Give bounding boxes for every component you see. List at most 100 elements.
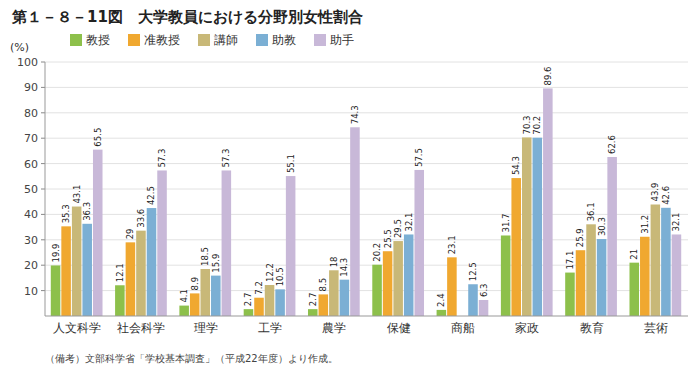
legend-swatch [198, 34, 210, 46]
bar [651, 204, 661, 316]
grid-line [45, 163, 688, 164]
data-label: 36.3 [82, 202, 92, 221]
y-tick-label: 20 [24, 259, 38, 272]
y-tick [41, 214, 45, 215]
bar [222, 170, 232, 316]
data-label: 55.1 [286, 154, 296, 173]
data-label: 36.1 [586, 202, 596, 221]
bar [115, 285, 125, 316]
y-tick [41, 62, 45, 63]
data-label: 4.1 [179, 289, 189, 303]
bar [244, 309, 254, 316]
data-labels: 19.912.14.12.72.720.22.431.717.12135.329… [51, 66, 682, 306]
bar [586, 224, 596, 316]
y-tick [41, 112, 45, 113]
footnote: （備考）文部科学省「学校基本調査」（平成22年度）より作成。 [45, 353, 338, 364]
bar [511, 178, 521, 316]
bar [93, 150, 103, 316]
bar [576, 250, 586, 316]
y-axis-label: (%) [10, 41, 29, 54]
data-label: 29 [125, 229, 135, 240]
bar [308, 309, 318, 316]
data-label: 2.7 [308, 293, 318, 307]
bar [147, 208, 157, 316]
data-label: 43.1 [72, 185, 82, 204]
bar [254, 298, 264, 316]
data-label: 14.3 [339, 258, 349, 277]
bar [468, 284, 478, 316]
data-label: 19.9 [51, 244, 61, 263]
data-label: 29.5 [393, 219, 403, 238]
data-label: 33.6 [136, 209, 146, 228]
bar [565, 273, 575, 316]
bar [533, 138, 543, 316]
bar [350, 127, 360, 316]
bar [543, 88, 553, 316]
x-tick-label: 家政 [515, 321, 539, 335]
bar [383, 251, 393, 316]
bars [51, 88, 681, 316]
data-label: 54.3 [511, 156, 521, 175]
bar [211, 276, 221, 316]
y-tick-label: 80 [24, 107, 38, 120]
bar [329, 270, 339, 316]
data-label: 32.1 [404, 213, 414, 232]
data-label: 42.6 [661, 186, 671, 205]
data-label: 8.5 [318, 278, 328, 292]
bar [640, 237, 650, 316]
title: 第１－８－11図 大学教員における分野別女性割合 [11, 8, 363, 26]
data-label: 25.9 [576, 228, 586, 247]
data-label: 70.2 [532, 116, 542, 135]
bar [275, 289, 285, 316]
y-tick-label: 40 [24, 208, 38, 221]
x-tick-label: 工学 [258, 321, 282, 335]
bar [607, 157, 617, 316]
bar [82, 224, 92, 316]
data-label: 7.2 [254, 281, 264, 295]
data-label: 18.5 [200, 247, 210, 266]
x-tick-label: 芸術 [644, 321, 668, 335]
bar [479, 300, 489, 316]
bar [340, 280, 350, 316]
y-tick [41, 138, 45, 139]
y-tick-label: 100 [17, 56, 38, 69]
y-tick [41, 189, 45, 190]
legend-label: 助手 [330, 33, 354, 47]
bar [629, 263, 639, 316]
y-tick-label: 90 [24, 81, 38, 94]
grid-line [45, 138, 688, 139]
data-label: 74.3 [350, 105, 360, 124]
bar [286, 176, 296, 316]
data-label: 6.3 [479, 283, 489, 297]
data-label: 2.7 [243, 293, 253, 307]
legend-swatch [70, 34, 82, 46]
bar [319, 294, 329, 316]
legend-swatch [128, 34, 140, 46]
legend-label: 教授 [86, 33, 110, 47]
data-label: 2.4 [436, 293, 446, 307]
bar [136, 231, 146, 316]
bar [179, 306, 189, 316]
y-tick-label: 10 [24, 285, 38, 298]
data-label: 32.1 [671, 213, 681, 232]
data-label: 12.1 [115, 263, 125, 282]
y-tick [41, 239, 45, 240]
x-tick-label: 農学 [322, 321, 346, 335]
legend-label: 助教 [272, 33, 296, 47]
y-tick [41, 290, 45, 291]
data-label: 57.3 [157, 149, 167, 168]
bar [414, 170, 424, 316]
bar [404, 234, 414, 316]
bar [447, 257, 457, 316]
data-label: 12.5 [468, 262, 478, 281]
bar [372, 265, 382, 316]
data-label: 12.2 [265, 263, 275, 282]
bar [393, 241, 403, 316]
x-tick-label: 理学 [194, 321, 218, 335]
data-label: 17.1 [565, 251, 575, 270]
x-tick-label: 社会科学 [117, 321, 165, 335]
grid-line [45, 189, 688, 190]
x-tick-label: 人文科学 [53, 321, 101, 335]
bar [661, 208, 671, 316]
chart: 第１－８－11図 大学教員における分野別女性割合(%)1020304050607… [0, 0, 698, 374]
